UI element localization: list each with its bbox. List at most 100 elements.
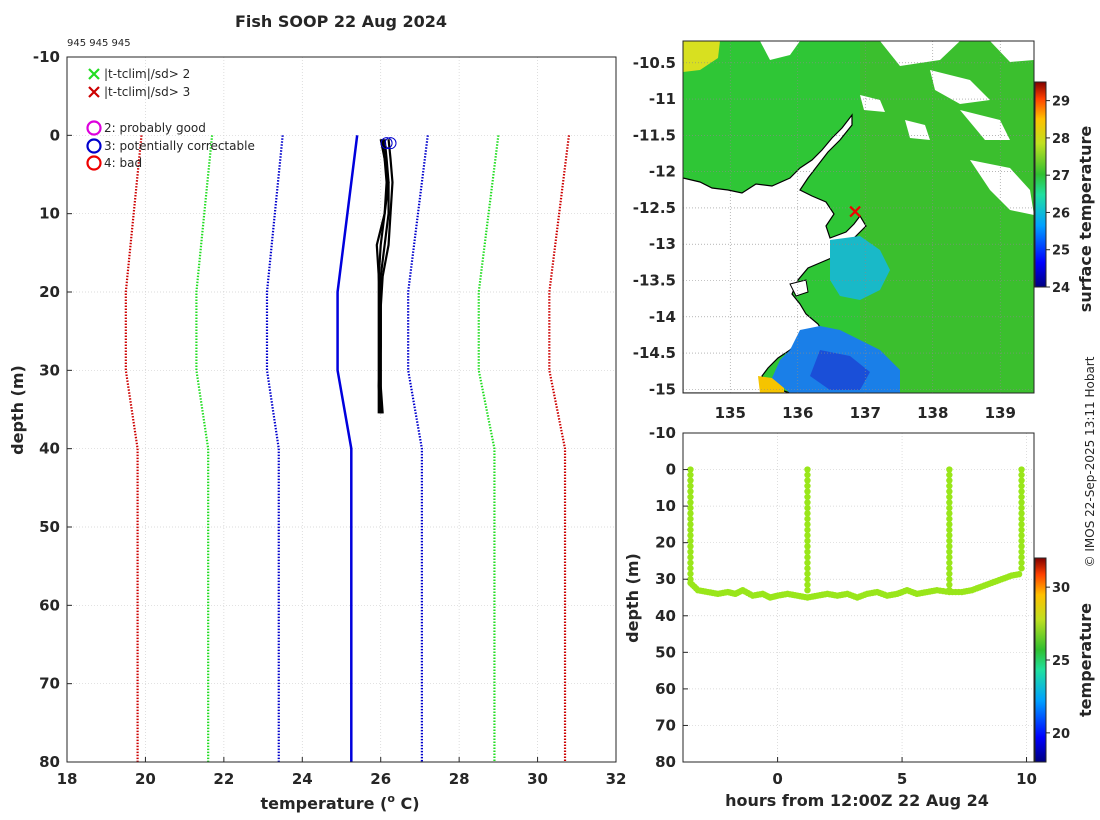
timeseries-cast-point [687,504,694,512]
timeseries-cast-point [946,532,953,539]
profile-axes-frame [66,56,617,763]
timeseries-xtick-label: 5 [897,770,907,788]
profile-ytick-label: 40 [39,440,60,458]
profile-ytick-label: 20 [39,283,60,301]
timeseries-cast-point [804,532,811,539]
legend-label: |t-tclim|/sd> 3 [104,85,190,99]
timeseries-xtick-label: 10 [1016,770,1037,788]
timeseries-cast-point [804,537,811,545]
timeseries-cast-point [687,471,694,479]
timeseries-cast-point [687,532,694,539]
profile-xtick-label: 18 [57,770,78,788]
timeseries-cast-point [687,515,694,523]
timeseries-cast-point [804,471,811,479]
timeseries-cast-point [804,570,811,577]
climatology-line-clim-mean [336,135,359,762]
profile-casts [375,139,394,414]
timeseries-cast-point [946,510,953,517]
sst-colorbar-tick-label: 28 [1052,132,1070,147]
credit-label: © IMOS 22-Sep-2025 13:11 Hobart [1083,356,1097,567]
timeseries-cast-point [804,548,811,556]
timeseries-cast-point [804,554,811,561]
map-lon-tick-label: 137 [850,404,881,422]
temperature-colorbar-ticks: 20 25 30 [1046,581,1070,742]
timeseries-cast-point [687,537,694,545]
profile-xtick-label: 26 [370,770,391,788]
timeseries-cast-point [946,471,953,479]
temperature-colorbar-label: temperature [1076,603,1095,717]
timeseries-cast-point [1018,554,1025,561]
profile-ytick-label: 60 [39,596,60,614]
profile-ytick-label: 50 [39,518,60,536]
temperature-colorbar-tick-label: 25 [1052,654,1070,669]
timeseries-cast-point [1018,466,1025,473]
profile-xtick-label: 32 [606,770,627,788]
sst-colorbar-label: surface temperature [1076,126,1095,313]
climatology-line-clim-2sd [477,135,500,762]
timeseries-cast-point [804,565,811,572]
timeseries-cast-point [804,466,811,473]
timeseries-cast-point [804,510,811,517]
timeseries-cast-point [946,554,953,561]
timeseries-cast-point [946,581,953,588]
map-lon-tick-label: 138 [917,404,948,422]
timeseries-ytick-label: -10 [649,424,676,442]
timeseries-cast-point [1018,559,1025,566]
platform-ids-label: 945 945 945 [67,38,131,49]
timeseries-cast-point [804,559,811,566]
map-lon-tick-label: 136 [782,404,813,422]
timeseries-cast-point [1018,510,1025,517]
timeseries-cast-point [1018,488,1025,495]
timeseries-points [687,466,1025,601]
timeseries-cast-point [1018,521,1025,528]
timeseries-cast-point [1018,565,1025,572]
timeseries-cast-point [804,581,811,588]
timeseries-cast-point [946,576,953,583]
timeseries-cast-point [946,570,953,577]
timeseries-ytick-label: 60 [655,680,676,698]
profile-ytick-label: 80 [39,753,60,771]
timeseries-cast-point [804,521,811,528]
profile-ytick-label: 0 [50,126,60,144]
map-lat-tick-label: -11 [649,90,676,108]
timeseries-cast-point [687,482,694,490]
map-lat-tick-label: -15 [649,380,676,398]
timeseries-cast-point [946,515,953,523]
timeseries-ytick-label: 40 [655,607,676,625]
profile-xtick-label: 28 [449,770,470,788]
timeseries-cast-point [946,548,953,556]
map-lon-tick-label: 139 [985,404,1016,422]
timeseries-cast-point [687,510,694,517]
legend-label: 2: probably good [104,121,206,135]
timeseries-cast-point [687,488,694,495]
profile-xtick-label: 24 [292,770,313,788]
timeseries-cast-point [1018,482,1025,490]
profile-ylabel: depth (m) [8,365,27,455]
map-lat-tick-label: -10.5 [633,54,676,72]
timeseries-cast-point [804,499,811,506]
sst-map-station-marker [849,205,861,218]
legend-circle-icon [86,138,102,154]
temperature-colorbar-tick-label: 20 [1052,727,1070,742]
sst-map-tick-labels: 135 136 137 138 139 -10.5 -11 -11.5 -12 -12.5 -13 -… [633,54,1016,422]
timeseries-cast-point [1018,504,1025,512]
timeseries-cast-point [804,493,811,501]
sst-colorbar-ticks: 24 25 26 27 28 29 [1046,95,1070,296]
profile-tick-labels: 18 20 22 24 26 28 30 32 -10 0 10 20 30 40 50 60 70 80 [33,48,627,788]
sst-colorbar [1034,81,1047,288]
map-lat-tick-label: -13 [649,235,676,253]
timeseries-cast-point [1018,537,1025,545]
legend-circle-icon [86,120,102,136]
timeseries-cast-point [946,526,953,534]
sst-colorbar-tick-label: 29 [1052,95,1070,110]
timeseries-cast-point [687,521,694,528]
temperature-colorbar-tick-label: 30 [1052,581,1070,596]
temperature-profile-cast [375,139,388,414]
timeseries-xtick-label: 0 [772,770,782,788]
timeseries-ytick-label: 80 [655,753,676,771]
timeseries-cast-point [687,559,694,566]
legend-label: 4: bad [104,156,142,170]
timeseries-ytick-label: 70 [655,716,676,734]
timeseries-ytick-label: 30 [655,570,676,588]
